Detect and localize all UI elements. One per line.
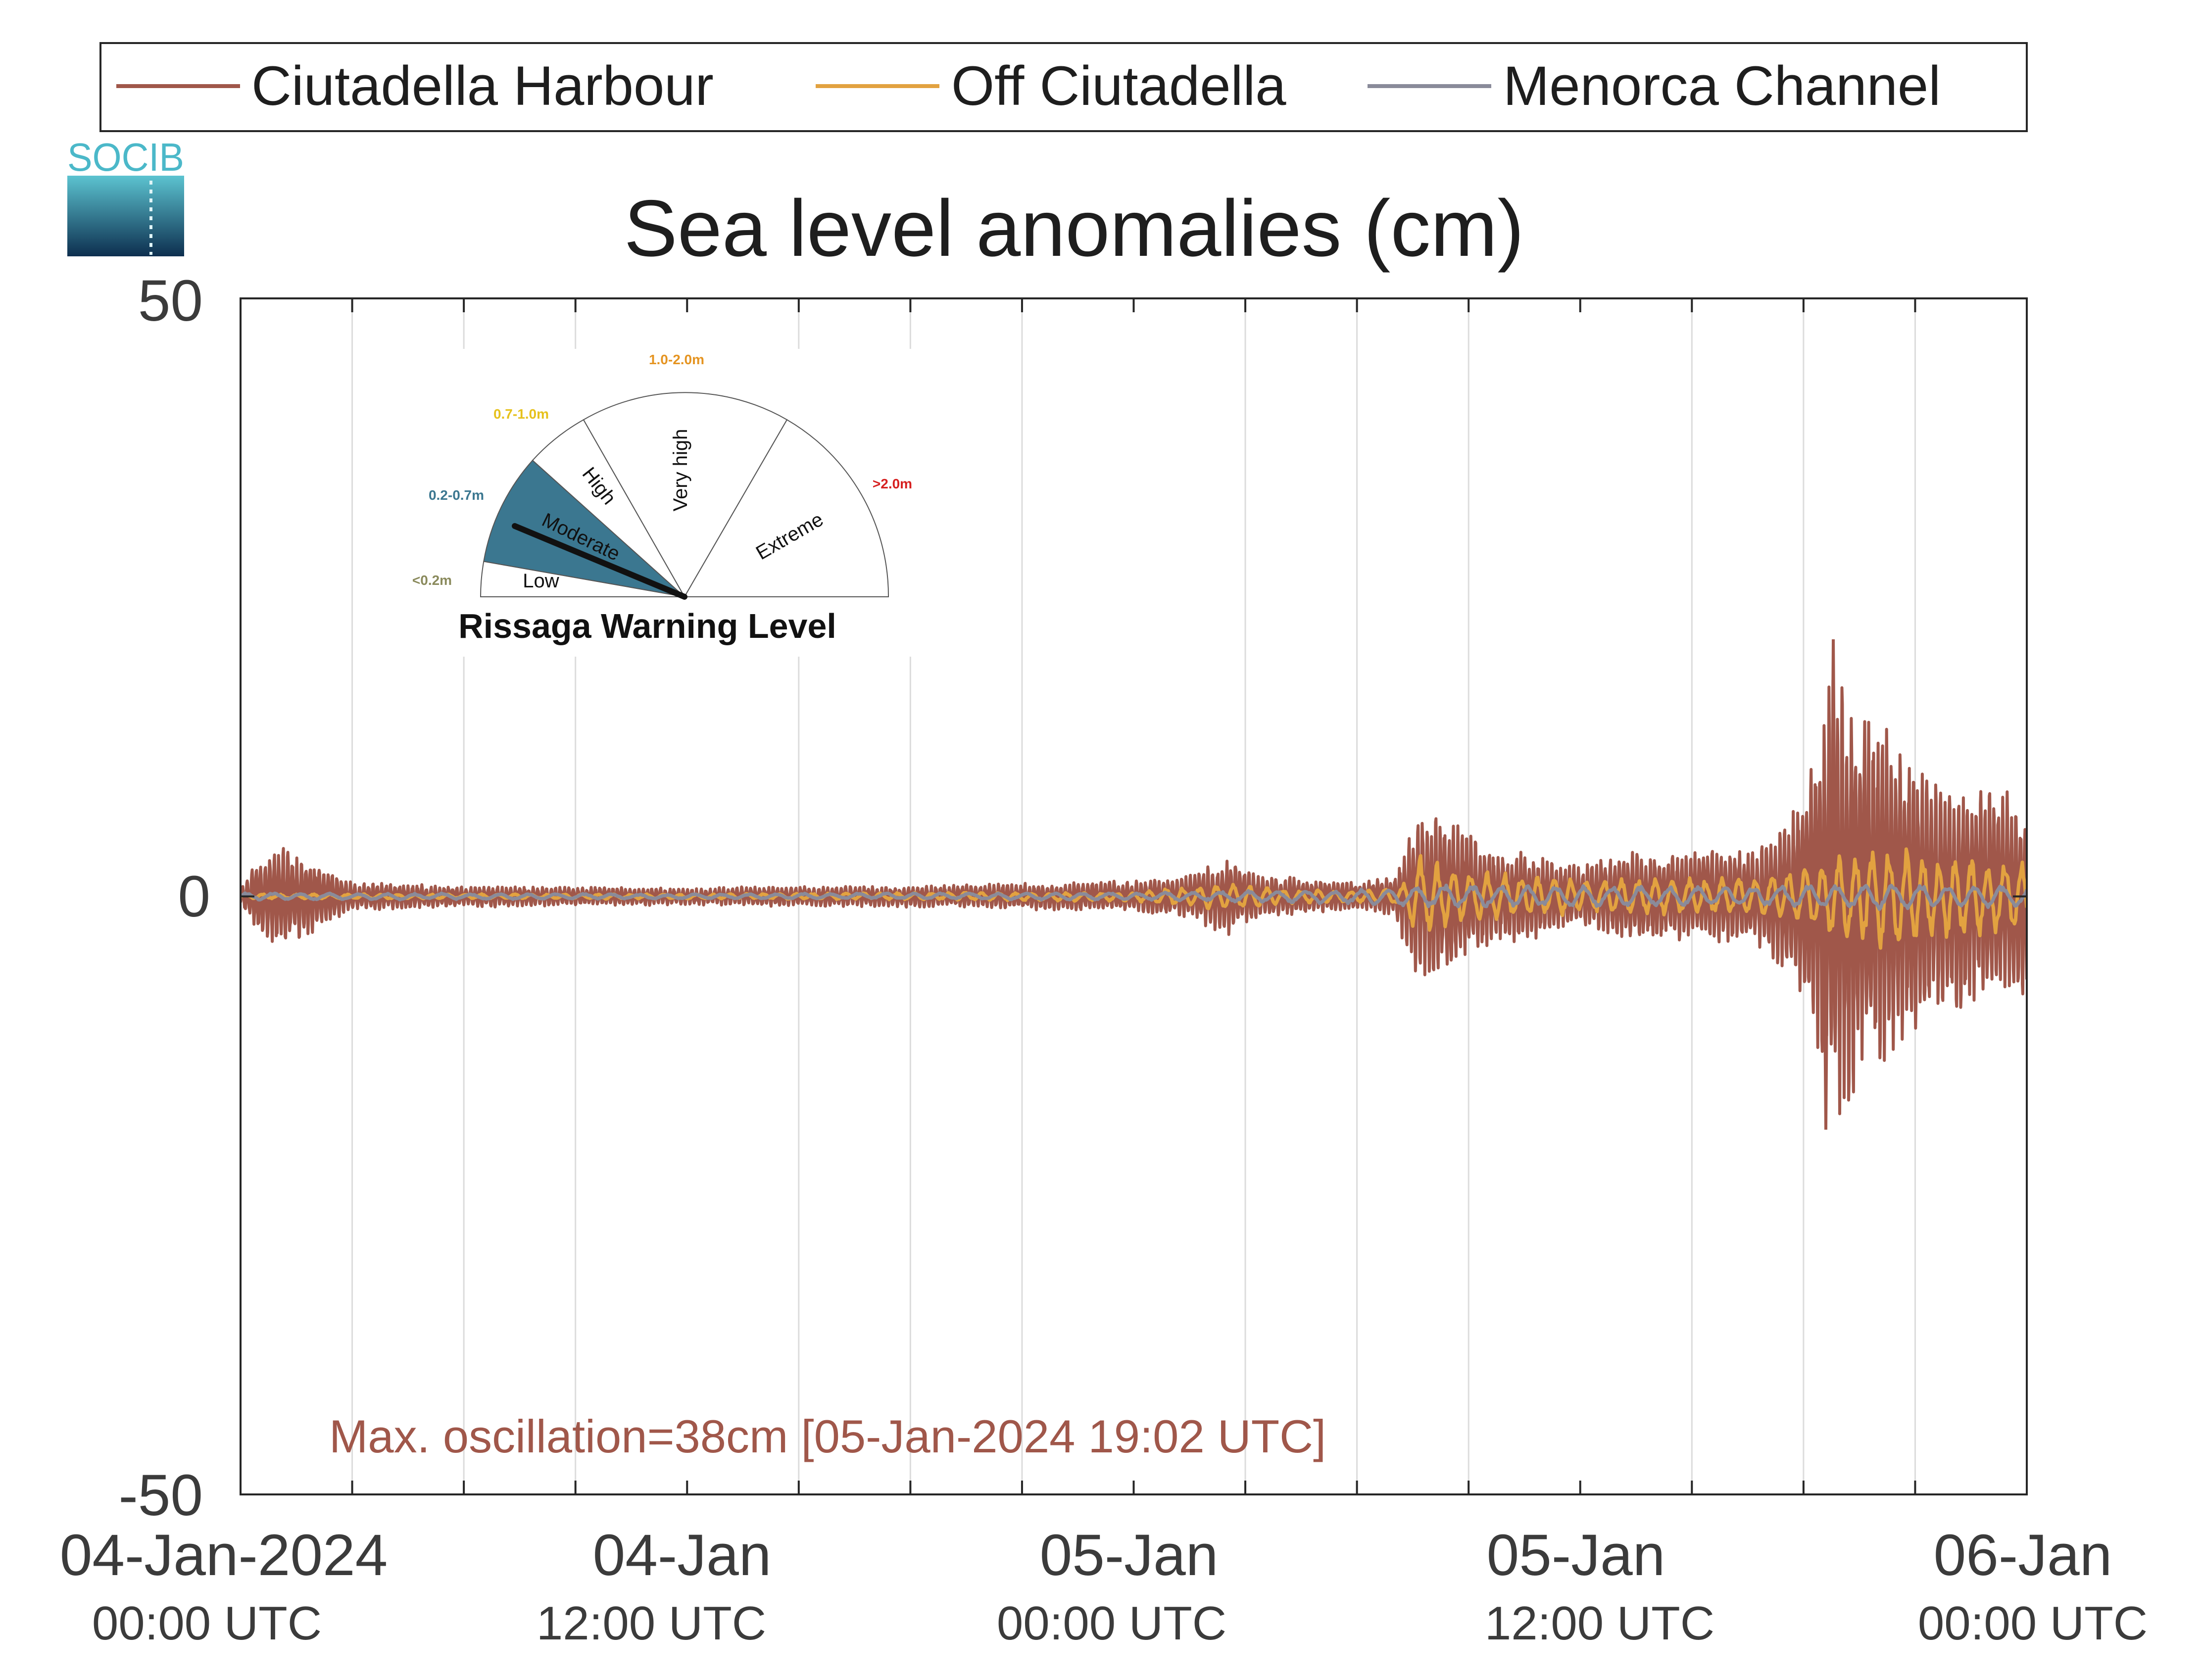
gauge-segment-extreme (684, 419, 889, 597)
xtick-time-4: 00:00 UTC (1918, 1597, 2148, 1650)
xtick-date-3: 05-Jan (1487, 1523, 1665, 1588)
xtick-date-4: 06-Jan (1934, 1523, 2112, 1588)
xtick-date-1: 04-Jan (593, 1523, 772, 1588)
logo-text: SOCIB (67, 135, 184, 179)
xtick-date-2: 05-Jan (1040, 1523, 1219, 1588)
xtick-time-3: 12:00 UTC (1485, 1597, 1714, 1650)
gauge-needle (512, 523, 687, 600)
series-peak-ciutadella-harbour (1822, 639, 1837, 1130)
legend-label-2: Menorca Channel (1503, 55, 1941, 117)
gauge-label-very-high: Very high (670, 429, 691, 512)
socib-logo: SOCIB (67, 135, 184, 256)
ytick-label-top: 50 (138, 268, 203, 334)
gauge-segment-moderate (483, 459, 686, 598)
legend-box (99, 42, 2028, 132)
data-series (241, 639, 2027, 1130)
gauge-title: Rissaga Warning Level (458, 607, 836, 645)
xtick-time-0: 00:00 UTC (92, 1597, 322, 1650)
legend: Ciutadella Harbour Off Ciutadella Menorc… (99, 42, 2028, 132)
legend-entry-2: Menorca Channel (1368, 55, 1941, 117)
xtick-time-1: 12:00 UTC (537, 1597, 766, 1650)
gauge-range-very-high: 1.0-2.0m (649, 352, 704, 367)
legend-entry-0: Ciutadella Harbour (116, 55, 714, 117)
chart-title: Sea level anomalies (cm) (624, 184, 1524, 273)
gauge-label-low: Low (523, 570, 559, 592)
gauge-segment-very-high (583, 392, 788, 598)
axis-ticks (240, 297, 2028, 1495)
logo-wave-block (67, 176, 184, 256)
gauge-range-high: 0.7-1.0m (493, 406, 549, 422)
gauge-range-extreme: >2.0m (873, 476, 912, 491)
series-line-menorca-channel (241, 883, 2027, 911)
max-oscillation-annotation: Max. oscillation=38cm [05-Jan-2024 19:02… (329, 1410, 1326, 1462)
legend-label-0: Ciutadella Harbour (251, 55, 714, 117)
legend-label-1: Off Ciutadella (951, 55, 1286, 117)
gauge-range-moderate: 0.2-0.7m (429, 487, 484, 503)
xtick-date-0: 04-Jan-2024 (60, 1523, 388, 1588)
ytick-label-middle: 0 (178, 864, 210, 929)
ytick-label-bottom: -50 (118, 1463, 203, 1528)
legend-entry-1: Off Ciutadella (816, 55, 1286, 117)
x-tick-labels: 04-Jan-2024 00:00 UTC 04-Jan 12:00 UTC 0… (60, 1523, 2148, 1650)
xtick-time-2: 00:00 UTC (997, 1597, 1226, 1650)
gauge-range-low: <0.2m (412, 573, 452, 588)
rissaga-gauge: Low Moderate High Very high Extreme <0.2… (406, 349, 926, 657)
